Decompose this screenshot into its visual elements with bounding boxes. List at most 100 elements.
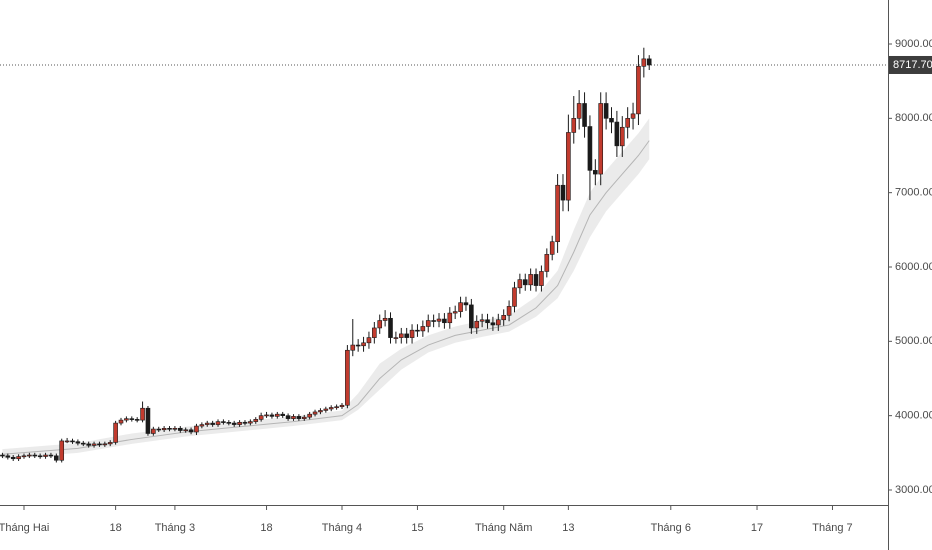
candle-body	[264, 414, 269, 417]
candle-body	[140, 407, 145, 421]
candle-body	[296, 416, 302, 419]
candle-body	[183, 429, 188, 432]
candle-body	[609, 118, 614, 123]
candle-body	[312, 411, 318, 415]
x-tick-label: Tháng 7	[812, 522, 852, 534]
candle-body	[151, 428, 156, 434]
candle-body	[118, 419, 124, 424]
candle-body	[630, 113, 636, 119]
candle-body	[204, 422, 210, 425]
candle-body	[345, 349, 350, 406]
candle-body	[442, 318, 447, 324]
candle-body	[231, 422, 237, 425]
candle-body	[172, 427, 178, 430]
candle-body	[107, 442, 113, 445]
candle-body	[501, 315, 506, 321]
candle-body	[506, 306, 512, 316]
y-tick-label: 8000.00	[895, 112, 932, 124]
candle-body	[177, 427, 183, 431]
x-tick-label: 15	[411, 522, 423, 534]
candle-body	[517, 279, 523, 289]
candle-body	[124, 418, 129, 421]
candle-body	[560, 184, 566, 201]
candle-body	[522, 279, 528, 286]
candle-body	[420, 326, 426, 332]
candle-body	[404, 333, 409, 338]
x-tick-label: 17	[751, 522, 763, 534]
candle-body	[479, 319, 485, 322]
candle-body	[301, 416, 307, 419]
candle-body	[555, 184, 560, 243]
candle-body	[636, 66, 641, 115]
candle-body	[576, 103, 582, 119]
candle-body	[388, 317, 393, 338]
candle-body	[334, 406, 339, 409]
candle-body	[474, 320, 480, 329]
candle-body	[485, 319, 490, 324]
candle-body	[350, 344, 356, 351]
candle-body	[54, 455, 59, 461]
candle-body	[64, 440, 70, 443]
candle-body	[339, 404, 345, 408]
candle-body	[275, 413, 280, 417]
candle-body	[5, 455, 11, 458]
x-tick-label: Tháng Hai	[0, 522, 49, 534]
candle-body	[221, 421, 226, 423]
candle-body	[167, 427, 172, 430]
candle-body	[355, 344, 361, 347]
candle-body	[248, 421, 253, 424]
price-label: 8717.70	[893, 59, 932, 71]
candle-body	[70, 440, 75, 443]
candle-body	[469, 304, 474, 329]
candle-body	[366, 337, 372, 344]
candle-body	[323, 408, 329, 411]
candle-body	[226, 422, 232, 424]
candle-body	[587, 126, 593, 171]
candle-body	[21, 455, 27, 458]
candle-body	[641, 58, 647, 67]
x-tick-label: Tháng 4	[322, 522, 362, 534]
y-tick-label: 3000.00	[895, 484, 932, 496]
candle-body	[86, 443, 91, 446]
candle-body	[291, 416, 296, 419]
candle-body	[646, 58, 652, 66]
candle-body	[458, 302, 463, 312]
candle-body	[549, 241, 555, 255]
candle-body	[393, 337, 399, 339]
candle-body	[582, 103, 587, 127]
candle-body	[37, 455, 43, 458]
candle-body	[199, 424, 205, 427]
candle-body	[188, 429, 194, 433]
candle-body	[285, 415, 291, 419]
candle-body	[447, 312, 453, 324]
y-tick-label: 6000.00	[895, 261, 932, 273]
candle-body	[215, 421, 221, 425]
candle-body	[80, 442, 86, 445]
candle-body	[91, 443, 97, 446]
candle-body	[619, 126, 625, 147]
candle-body	[280, 413, 286, 416]
candle-body	[75, 441, 81, 444]
candle-body	[145, 407, 151, 434]
candle-body	[113, 422, 118, 443]
band-middle-line	[2, 140, 650, 455]
x-tick-label: 18	[109, 522, 121, 534]
candle-body	[48, 454, 54, 457]
candle-body	[425, 320, 431, 327]
candle-body	[97, 443, 102, 446]
candle-body	[210, 422, 215, 425]
candle-body	[598, 103, 604, 175]
candle-body	[102, 443, 108, 446]
candle-body	[593, 170, 598, 175]
candle-body	[258, 415, 264, 420]
candle-body	[377, 320, 383, 329]
candle-body	[463, 302, 469, 306]
candle-body	[253, 419, 259, 422]
candle-body	[32, 454, 38, 457]
candle-body	[43, 454, 48, 457]
candle-body	[269, 414, 275, 417]
candle-body	[452, 311, 458, 314]
candle-body	[571, 118, 577, 133]
